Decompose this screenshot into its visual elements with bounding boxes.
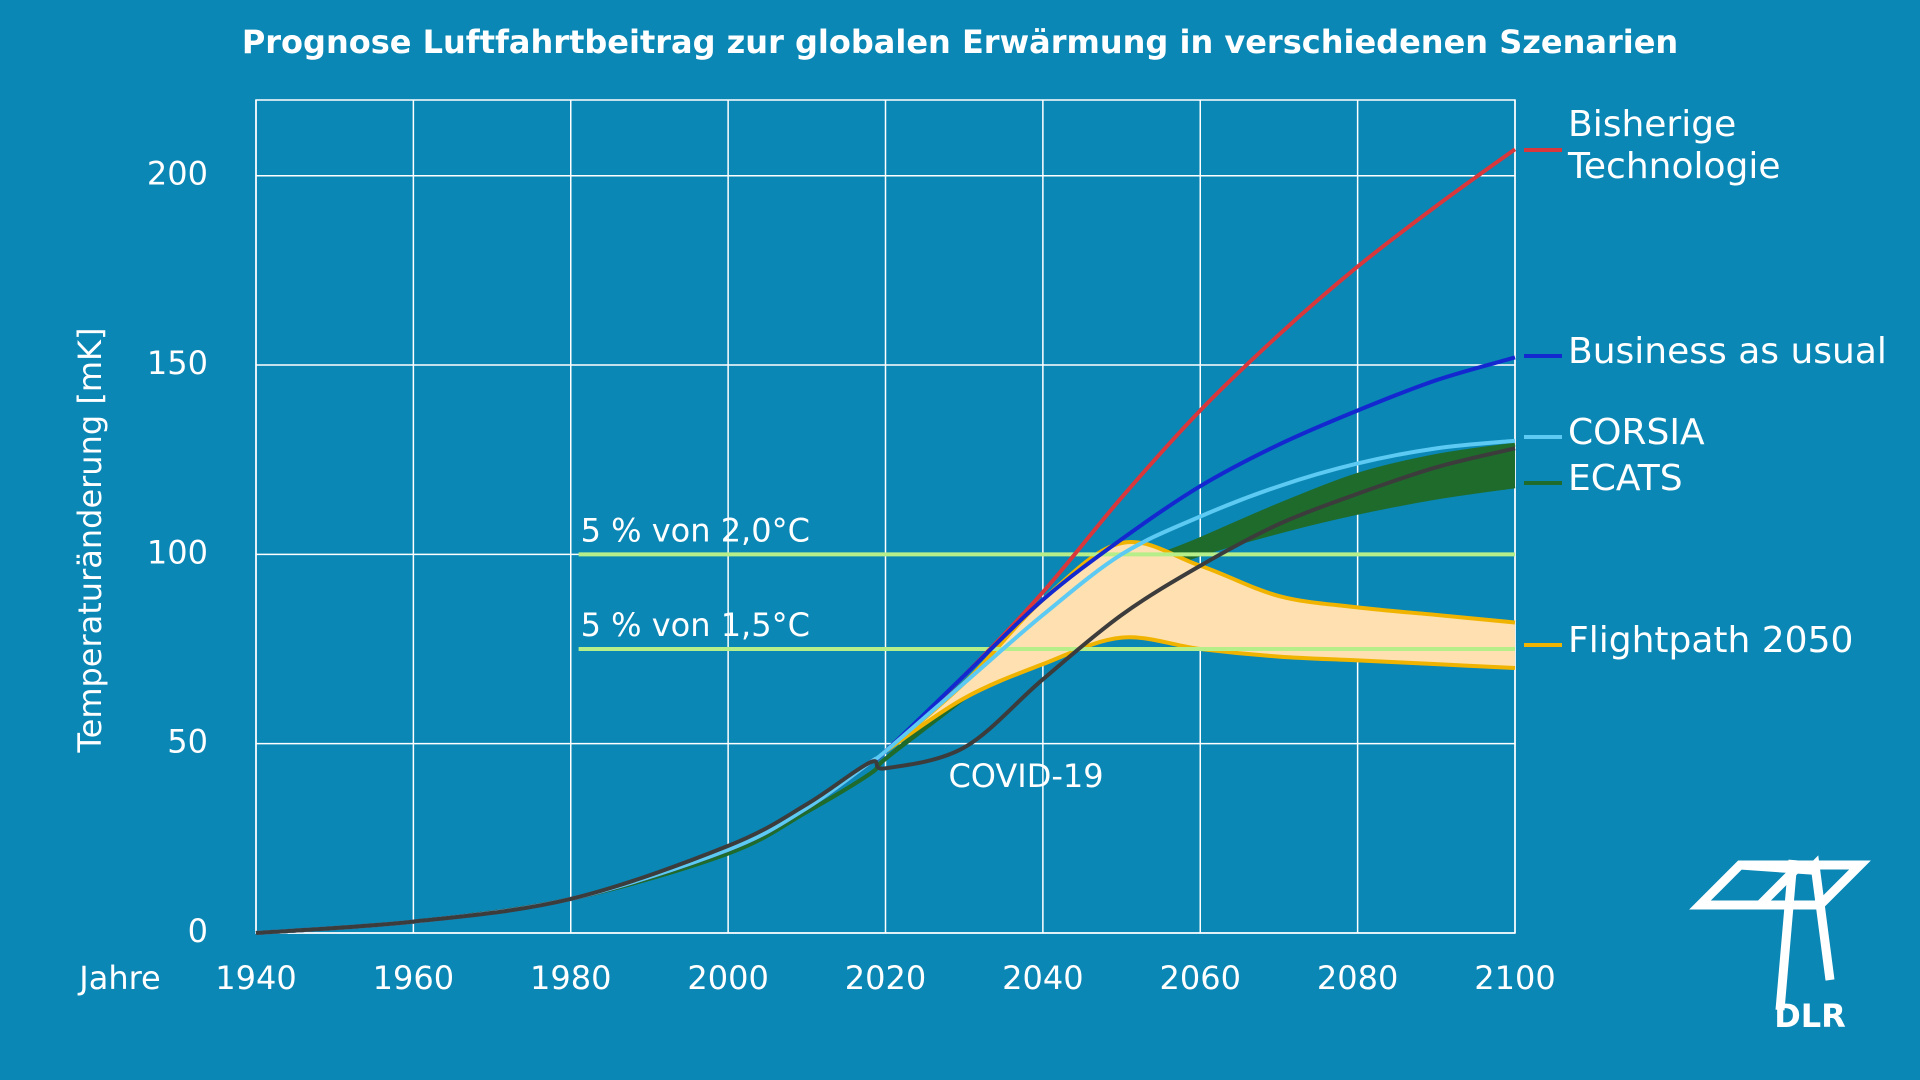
- logo-shape: [1749, 860, 1871, 910]
- legend-label: Bisherige Technologie: [1568, 104, 1781, 187]
- legend-label: Flightpath 2050: [1568, 620, 1854, 661]
- legend-label: Business as usual: [1568, 331, 1887, 372]
- x-tick-label: 2100: [1474, 959, 1555, 997]
- logo: [1689, 855, 1871, 1011]
- x-tick-label: 2080: [1317, 959, 1398, 997]
- logo-shape: [1739, 855, 1835, 981]
- x-tick-label: 2040: [1002, 959, 1083, 997]
- covid-label: COVID-19: [948, 757, 1103, 795]
- logo-shape: [1775, 859, 1798, 1011]
- logo-text: DLR: [1774, 997, 1846, 1035]
- reference-label: 5 % von 2,0°C: [581, 511, 810, 549]
- x-tick-label: 2020: [845, 959, 926, 997]
- covid-line: [255, 446, 1516, 935]
- y-tick-label: 100: [147, 533, 208, 571]
- x-tick-label: 1960: [373, 959, 454, 997]
- y-tick-label: 50: [167, 723, 208, 761]
- y-tick-label: 0: [188, 912, 208, 950]
- y-axis-label: Temperaturänderung [mK]: [71, 328, 109, 754]
- reference-label: 5 % von 1,5°C: [581, 606, 810, 644]
- y-tick-label: 150: [147, 344, 208, 382]
- band-area: [256, 444, 1515, 933]
- legend-label: CORSIA: [1568, 412, 1705, 453]
- x-axis-label: Jahre: [77, 959, 160, 997]
- x-tick-label: 1940: [215, 959, 296, 997]
- legend-label: ECATS: [1568, 458, 1683, 499]
- y-tick-label: 200: [147, 155, 208, 193]
- x-tick-label: 1980: [530, 959, 611, 997]
- chart-title: Prognose Luftfahrtbeitrag zur globalen E…: [242, 23, 1678, 61]
- x-tick-label: 2000: [687, 959, 768, 997]
- band-area: [885, 541, 1515, 752]
- x-tick-label: 2060: [1160, 959, 1241, 997]
